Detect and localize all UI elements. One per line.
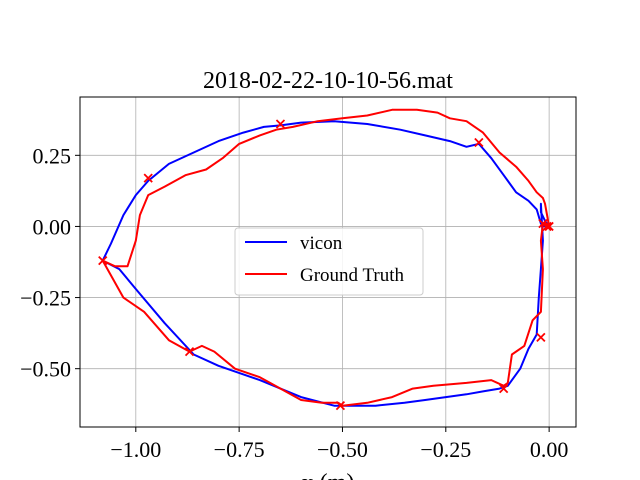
x-axis-label: x (m) xyxy=(302,470,355,480)
legend-label-ground-truth: Ground Truth xyxy=(300,265,404,286)
x-tick-label: −0.75 xyxy=(214,437,265,462)
x-marker-stroke xyxy=(275,119,286,129)
axis-ticks: −1.00 −0.75 −0.50 −0.25 0.00 0.25 0.00 −0.25 −0.… xyxy=(20,143,568,462)
axes-frame xyxy=(79,96,577,428)
x-marker-stroke xyxy=(474,137,484,148)
x-marker xyxy=(474,137,484,148)
legend: vicon Ground Truth xyxy=(234,227,424,296)
x-marker-stroke xyxy=(536,332,546,343)
x-marker xyxy=(538,218,548,229)
x-marker-stroke xyxy=(143,173,153,183)
x-marker-stroke xyxy=(544,221,554,232)
y-tick-label: 0.00 xyxy=(33,214,72,239)
x-marker xyxy=(275,119,286,129)
x-marker xyxy=(536,332,546,343)
series-line-ground-truth xyxy=(101,108,551,407)
x-marker-stroke xyxy=(499,383,509,394)
legend-label-vicon: vicon xyxy=(300,233,343,254)
waypoint-markers xyxy=(98,119,554,411)
x-marker-stroke xyxy=(335,401,346,411)
y-tick-label: −0.25 xyxy=(20,286,71,311)
x-marker xyxy=(544,221,554,232)
y-tick-label: 0.25 xyxy=(33,143,72,168)
x-marker xyxy=(542,221,552,232)
series-lines xyxy=(101,108,551,407)
x-marker xyxy=(335,401,346,411)
legend-box xyxy=(234,227,424,296)
x-tick-label: 0.00 xyxy=(530,437,569,462)
x-tick-label: −0.50 xyxy=(317,437,368,462)
y-tick-label: −0.50 xyxy=(20,357,71,382)
chart-title: 2018-02-22-10-10-56.mat xyxy=(203,68,453,94)
x-marker-stroke xyxy=(542,221,552,232)
x-marker-stroke xyxy=(98,255,108,266)
x-marker-stroke xyxy=(184,346,195,357)
x-tick-label: −1.00 xyxy=(110,437,161,462)
x-marker xyxy=(499,383,509,394)
x-tick-label: −0.25 xyxy=(420,437,471,462)
x-marker xyxy=(143,173,153,183)
x-marker xyxy=(98,255,108,266)
x-marker xyxy=(184,346,195,357)
x-marker-stroke xyxy=(538,218,548,229)
